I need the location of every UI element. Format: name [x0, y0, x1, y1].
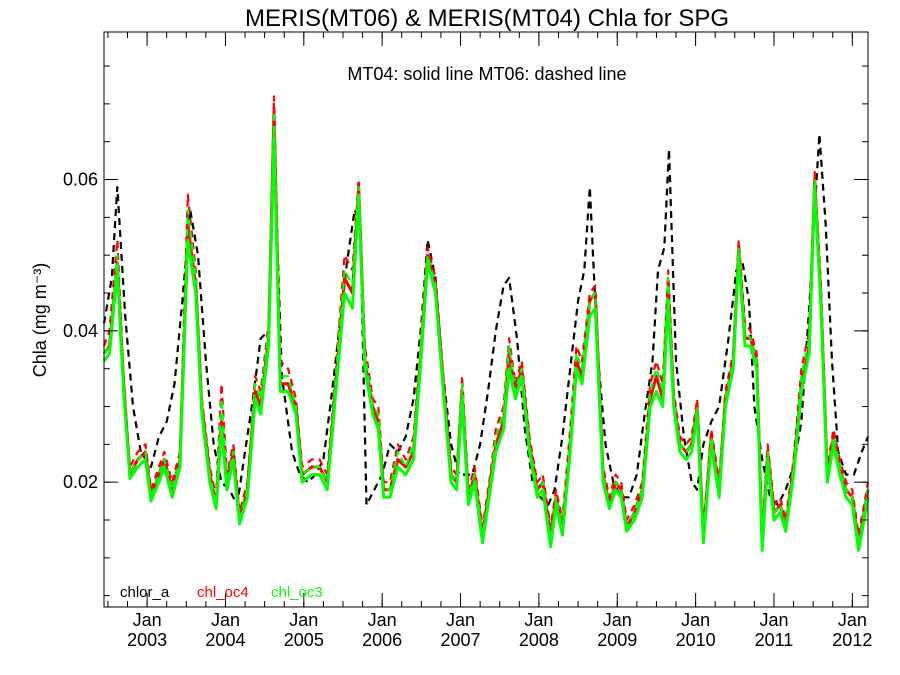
x-tick-month-label: Jan	[838, 610, 867, 630]
x-tick-year-label: 2009	[597, 630, 637, 650]
x-tick-year-label: 2010	[676, 630, 716, 650]
legend-item-chl-oc3: chl_oc3	[271, 584, 323, 601]
axis-ticks: 0.020.040.06Jan2003Jan2004Jan2005Jan2006…	[63, 32, 872, 650]
x-tick-month-label: Jan	[446, 610, 475, 630]
x-tick-month-label: Jan	[759, 610, 788, 630]
x-tick-month-label: Jan	[211, 610, 240, 630]
x-tick-year-label: 2012	[832, 630, 872, 650]
legend: chlor_a chl_oc4 chl_oc3	[120, 584, 323, 601]
series-layer	[102, 95, 870, 552]
x-tick-year-label: 2004	[205, 630, 245, 650]
legend-item-chl-oc4: chl_oc4	[197, 584, 249, 601]
y-tick-label: 0.02	[63, 472, 98, 492]
y-axis-label: Chla (mg m⁻³)	[30, 263, 50, 378]
legend-item-chlor-a: chlor_a	[120, 584, 170, 601]
x-tick-year-label: 2006	[362, 630, 402, 650]
series-chl-oc3-solid-line	[102, 132, 870, 552]
series-chl-oc3-dashed-line	[103, 110, 870, 544]
x-tick-year-label: 2011	[755, 630, 794, 650]
x-tick-year-label: 2005	[284, 630, 324, 650]
x-tick-month-label: Jan	[133, 610, 162, 630]
chart-title: MERIS(MT06) & MERIS(MT04) Chla for SPG	[245, 5, 729, 32]
x-tick-month-label: Jan	[289, 610, 318, 630]
line-style-annotation: MT04: solid line MT06: dashed line	[347, 64, 626, 84]
x-tick-month-label: Jan	[681, 610, 710, 630]
x-tick-year-label: 2007	[441, 630, 481, 650]
x-tick-month-label: Jan	[368, 610, 397, 630]
y-tick-label: 0.04	[63, 321, 98, 341]
plot-frame	[103, 31, 869, 608]
x-tick-month-label: Jan	[603, 610, 632, 630]
x-tick-year-label: 2003	[127, 630, 167, 650]
x-tick-year-label: 2008	[519, 630, 559, 650]
y-tick-label: 0.06	[63, 170, 98, 190]
x-tick-month-label: Jan	[524, 610, 553, 630]
